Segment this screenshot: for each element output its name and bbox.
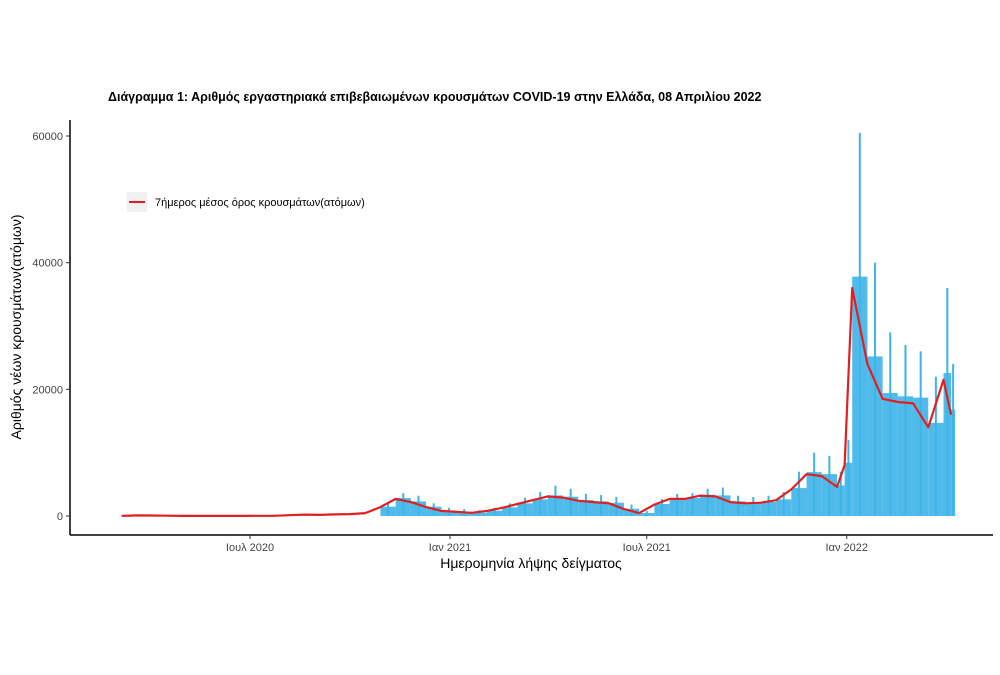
bar <box>569 488 572 516</box>
y-tick-label: 60000 <box>32 131 63 143</box>
bar <box>797 471 800 516</box>
bar <box>645 510 648 516</box>
bar <box>721 487 724 516</box>
bar <box>493 507 496 516</box>
x-axis-label: Ημερομηνία λήψης δείγματος <box>440 555 622 571</box>
bar <box>919 351 922 516</box>
bar <box>847 440 850 516</box>
bar <box>782 491 785 516</box>
y-axis-label: Αριθμός νέων κρουσμάτων(ατόμων) <box>8 215 24 440</box>
bar <box>889 332 892 516</box>
bar <box>828 455 831 516</box>
x-tick-label: Ιουλ 2021 <box>623 542 671 554</box>
bar <box>402 493 405 516</box>
bar <box>737 495 740 516</box>
bar <box>554 485 557 516</box>
y-ticks: 0 20000 40000 60000 <box>32 131 70 523</box>
avg-line <box>121 286 953 518</box>
bar <box>934 376 937 516</box>
bar <box>660 498 663 516</box>
x-tick-label: Ιαν 2021 <box>429 542 471 554</box>
legend-label: 7ήμερος μέσος όρος κρουσμάτων(ατόμων) <box>155 197 365 209</box>
x-tick-label: Ιουλ 2020 <box>226 542 274 554</box>
legend: 7ήμερος μέσος όρος κρουσμάτων(ατόμων) <box>127 192 365 212</box>
bar <box>478 510 481 516</box>
bar <box>691 493 694 516</box>
chart-title: Διάγραμμα 1: Αριθμός εργαστηριακά επιβεβ… <box>108 90 762 104</box>
bar <box>904 345 907 516</box>
bar <box>752 497 755 516</box>
bars-layer <box>380 132 956 517</box>
bar <box>417 495 420 516</box>
bar <box>952 364 955 516</box>
x-ticks: Ιουλ 2020 Ιαν 2021 Ιουλ 2021 Ιαν 2022 <box>226 535 868 554</box>
bar <box>600 495 603 516</box>
bar <box>706 488 709 516</box>
bar <box>524 497 527 516</box>
bar <box>767 495 770 516</box>
line-layer <box>121 286 953 518</box>
y-tick-label: 0 <box>57 511 63 523</box>
bar <box>508 503 511 516</box>
bar <box>874 262 877 516</box>
x-tick-label: Ιαν 2022 <box>826 542 868 554</box>
bar <box>839 471 842 516</box>
bar <box>813 452 816 516</box>
bar <box>539 491 542 516</box>
y-tick-label: 20000 <box>32 384 63 396</box>
bar <box>676 493 679 516</box>
bar <box>387 502 390 516</box>
y-tick-label: 40000 <box>32 258 63 270</box>
bar <box>584 493 587 516</box>
